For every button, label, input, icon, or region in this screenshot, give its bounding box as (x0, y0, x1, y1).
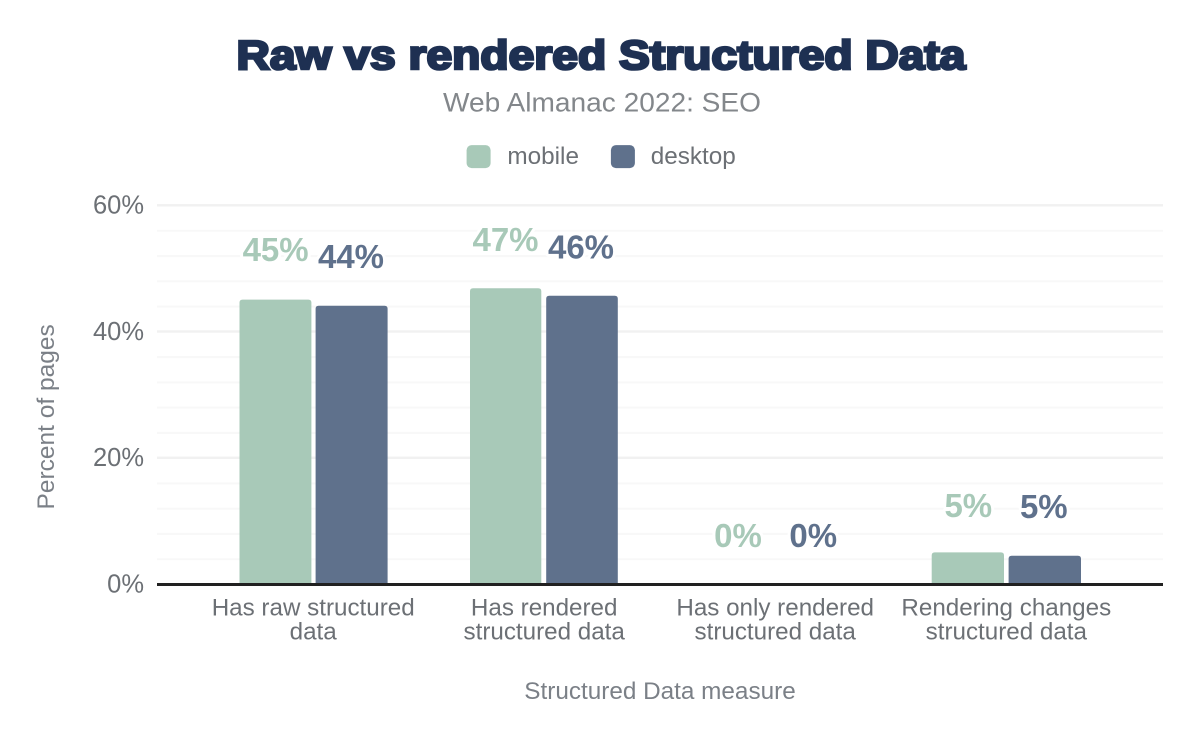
svg-text:46%: 46% (548, 229, 614, 266)
svg-text:5%: 5% (944, 487, 992, 524)
svg-text:desktop: desktop (651, 143, 736, 170)
svg-text:45%: 45% (243, 231, 309, 268)
svg-text:20%: 20% (93, 444, 144, 472)
svg-text:Raw vs rendered Structured Dat: Raw vs rendered Structured Data (237, 32, 967, 78)
svg-text:47%: 47% (472, 221, 538, 258)
svg-text:Has raw structured: Has raw structured (212, 594, 415, 621)
svg-text:Has rendered: Has rendered (471, 594, 618, 621)
svg-text:Structured Data measure: Structured Data measure (524, 678, 795, 705)
svg-text:Rendering changes: Rendering changes (901, 594, 1111, 621)
svg-text:0%: 0% (789, 517, 837, 554)
svg-text:Web Almanac 2022: SEO: Web Almanac 2022: SEO (443, 88, 761, 118)
svg-text:44%: 44% (318, 238, 384, 275)
svg-text:0%: 0% (714, 517, 762, 554)
svg-text:structured data: structured data (695, 618, 857, 645)
svg-text:0%: 0% (107, 571, 144, 599)
svg-text:Has only rendered: Has only rendered (676, 594, 874, 621)
svg-text:60%: 60% (93, 192, 144, 220)
svg-text:40%: 40% (93, 318, 144, 346)
svg-text:data: data (290, 618, 338, 645)
svg-text:5%: 5% (1020, 488, 1068, 525)
svg-text:structured data: structured data (464, 618, 626, 645)
svg-text:mobile: mobile (507, 143, 579, 170)
svg-text:structured data: structured data (926, 618, 1088, 645)
svg-text:Percent of pages: Percent of pages (33, 324, 60, 509)
